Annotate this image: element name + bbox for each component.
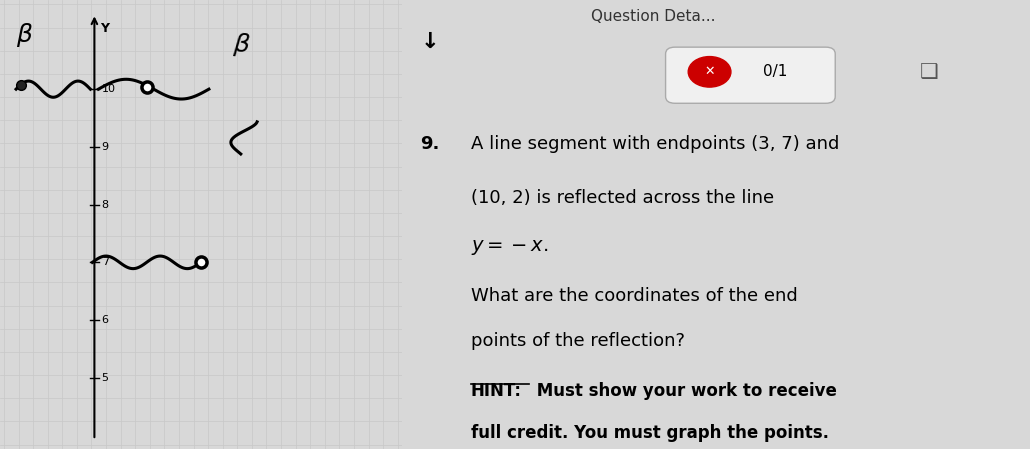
Text: HINT:: HINT: [471, 382, 522, 400]
Text: 9: 9 [102, 142, 109, 152]
Text: β: β [232, 31, 250, 57]
Text: 0/1: 0/1 [763, 64, 788, 79]
Text: Must show your work to receive: Must show your work to receive [530, 382, 836, 400]
Text: $y = -x.$: $y = -x.$ [471, 238, 548, 257]
Text: 7: 7 [102, 257, 109, 267]
Text: 6: 6 [102, 315, 108, 325]
Text: A line segment with endpoints (3, 7) and: A line segment with endpoints (3, 7) and [471, 135, 839, 153]
Text: ❑: ❑ [920, 62, 939, 82]
FancyBboxPatch shape [665, 47, 835, 103]
Text: 9.: 9. [420, 135, 440, 153]
Text: points of the reflection?: points of the reflection? [471, 332, 685, 350]
Text: What are the coordinates of the end: What are the coordinates of the end [471, 287, 797, 305]
Text: (10, 2) is reflected across the line: (10, 2) is reflected across the line [471, 189, 774, 207]
Text: full credit. You must graph the points.: full credit. You must graph the points. [471, 424, 829, 442]
Text: ↓: ↓ [420, 31, 439, 52]
Text: 8: 8 [102, 200, 109, 210]
Text: ✕: ✕ [705, 66, 715, 78]
Circle shape [688, 57, 731, 87]
Text: Y: Y [100, 22, 109, 35]
Text: β: β [16, 23, 32, 47]
Text: 5: 5 [102, 373, 108, 383]
Text: 10: 10 [102, 84, 115, 94]
Text: Question Deta...: Question Deta... [591, 9, 715, 24]
